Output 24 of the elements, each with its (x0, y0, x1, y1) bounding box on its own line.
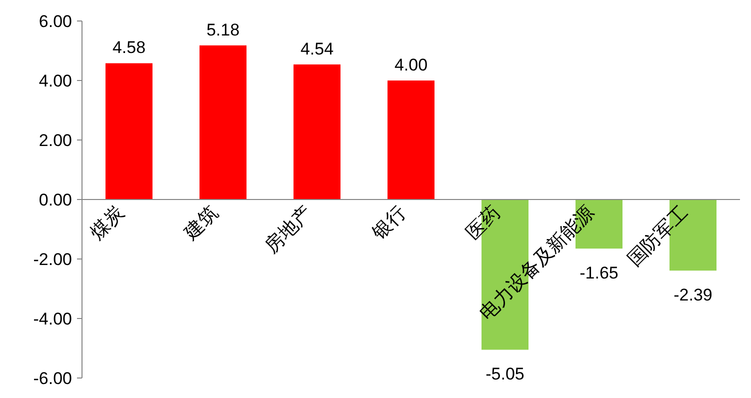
data-label: 5.18 (206, 20, 240, 40)
x-tick-label: 煤炭 (86, 202, 129, 244)
data-label: 4.00 (394, 56, 428, 74)
y-tick-label: 2.00 (38, 131, 72, 150)
data-label: -5.05 (486, 364, 524, 384)
x-tick-label: 国防军工 (624, 202, 693, 271)
data-label: -2.39 (674, 286, 712, 305)
y-tick-label: 4.00 (38, 72, 72, 90)
bar (200, 45, 246, 200)
y-tick-label: -2.00 (33, 250, 72, 269)
data-label: 4.54 (300, 39, 334, 58)
x-tick-label: 房地产 (260, 201, 317, 258)
x-tick-label: 医药 (462, 202, 505, 244)
y-tick-label: 0.00 (38, 190, 72, 210)
bar (294, 64, 340, 200)
y-tick-label: -4.00 (33, 310, 72, 328)
y-tick-label: 6.00 (38, 12, 72, 31)
x-tick-label: 建筑 (180, 202, 223, 245)
bar (388, 80, 434, 200)
bar (106, 63, 152, 200)
y-tick-label: -6.00 (33, 369, 72, 388)
data-label: -1.65 (580, 264, 618, 283)
data-label: 4.58 (112, 38, 146, 58)
x-tick-label: 银行 (368, 202, 411, 245)
